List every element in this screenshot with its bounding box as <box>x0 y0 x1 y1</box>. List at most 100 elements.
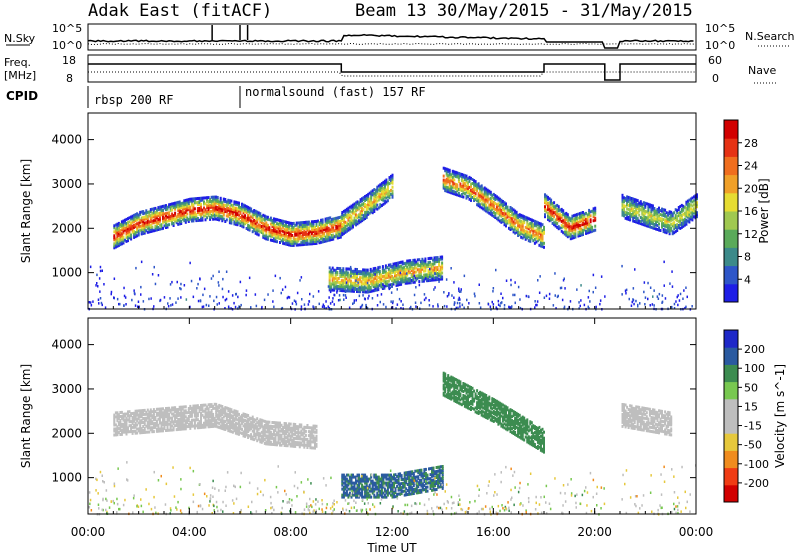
heatmap-cell <box>130 233 133 237</box>
heatmap-cell <box>131 226 134 230</box>
heatmap-cell <box>193 412 196 416</box>
heatmap-cell <box>272 237 275 241</box>
heatmap-cell <box>208 304 210 307</box>
heatmap-cell <box>128 232 131 236</box>
heatmap-cell <box>242 221 245 225</box>
heatmap-cell <box>218 218 221 222</box>
heatmap-cell <box>463 182 466 186</box>
heatmap-cell <box>282 233 285 237</box>
heatmap-cell <box>119 239 122 243</box>
heatmap-cell <box>517 222 520 225</box>
heatmap-cell <box>279 227 281 230</box>
heatmap-cell <box>206 411 209 415</box>
heatmap-cell <box>212 197 215 201</box>
heatmap-cell <box>386 193 389 197</box>
heatmap-cell <box>198 218 201 222</box>
heatmap-cell <box>369 287 372 291</box>
heatmap-cell <box>212 422 215 426</box>
heatmap-cell <box>447 174 450 178</box>
heatmap-cell <box>119 427 122 430</box>
heatmap-cell <box>215 414 218 418</box>
heatmap-cell <box>377 268 380 272</box>
heatmap-cell <box>664 218 667 222</box>
heatmap-cell <box>448 188 451 192</box>
heatmap-cell <box>564 287 566 290</box>
heatmap-cell <box>134 235 137 239</box>
heatmap-cell <box>154 216 157 220</box>
heatmap-cell <box>407 269 410 273</box>
heatmap-cell <box>151 225 154 229</box>
heatmap-cell <box>189 261 191 265</box>
heatmap-cell <box>172 206 175 210</box>
heatmap-cell <box>554 206 557 210</box>
heatmap-cell <box>317 237 319 241</box>
heatmap-cell <box>180 204 183 208</box>
heatmap-cell <box>439 277 442 281</box>
heatmap-cell <box>346 275 349 279</box>
heatmap-cell <box>143 430 146 434</box>
heatmap-cell <box>114 431 117 435</box>
heatmap-cell <box>456 187 459 191</box>
heatmap-cell <box>218 302 220 305</box>
heatmap-cell <box>361 197 364 201</box>
heatmap-cell <box>429 267 431 271</box>
heatmap-cell <box>382 198 385 202</box>
heatmap-cell <box>362 198 365 202</box>
heatmap-cell <box>548 213 551 217</box>
heatmap-cell <box>224 424 227 427</box>
heatmap-cell <box>462 189 465 193</box>
heatmap-cell <box>236 426 239 430</box>
heatmap-cell <box>642 211 645 215</box>
heatmap-cell <box>271 219 274 222</box>
heatmap-cell <box>228 199 231 203</box>
heatmap-cell <box>470 188 472 192</box>
heatmap-cell <box>480 186 483 190</box>
heatmap-cell <box>535 220 538 224</box>
heatmap-cell <box>222 295 224 299</box>
heatmap-cell <box>661 207 663 211</box>
heatmap-cell <box>388 287 390 291</box>
heatmap-cell <box>230 307 232 310</box>
heatmap-cell <box>122 227 125 231</box>
heatmap-cell <box>390 300 392 303</box>
nsearch-label: N.Search <box>745 30 795 43</box>
heatmap-cell <box>401 274 404 278</box>
heatmap-cell <box>632 209 635 213</box>
heatmap-cell <box>331 280 334 284</box>
heatmap-cell <box>671 216 674 220</box>
heatmap-cell <box>554 204 557 208</box>
heatmap-cell <box>364 213 367 216</box>
heatmap-cell <box>492 202 495 206</box>
heatmap-cell <box>381 287 384 290</box>
heatmap-cell <box>294 241 297 245</box>
heatmap-cell <box>240 303 242 307</box>
heatmap-cell <box>193 215 196 219</box>
heatmap-cell <box>162 421 164 425</box>
heatmap-cell <box>228 417 231 421</box>
heatmap-cell <box>342 227 345 231</box>
heatmap-cell <box>256 226 259 230</box>
heatmap-cell <box>577 216 580 220</box>
heatmap-cell <box>149 420 152 424</box>
heatmap-cell <box>359 214 362 218</box>
heatmap-cell <box>473 181 476 185</box>
heatmap-cell <box>244 206 247 210</box>
heatmap-cell <box>525 294 528 298</box>
heatmap-cell <box>146 226 149 230</box>
heatmap-cell <box>483 190 486 194</box>
heatmap-cell <box>160 225 163 229</box>
heatmap-cell <box>527 233 530 237</box>
heatmap-cell <box>113 415 116 419</box>
heatmap-cell <box>200 423 202 427</box>
heatmap-cell <box>398 275 401 279</box>
heatmap-cell <box>358 201 361 205</box>
heatmap-cell <box>381 271 384 275</box>
heatmap-cell <box>397 263 400 267</box>
heatmap-cell <box>514 221 517 225</box>
heatmap-cell <box>691 305 693 308</box>
heatmap-cell <box>448 178 451 182</box>
heatmap-cell <box>216 212 219 215</box>
heatmap-cell <box>322 303 325 306</box>
heatmap-cell <box>454 186 457 190</box>
heatmap-cell <box>221 411 224 414</box>
